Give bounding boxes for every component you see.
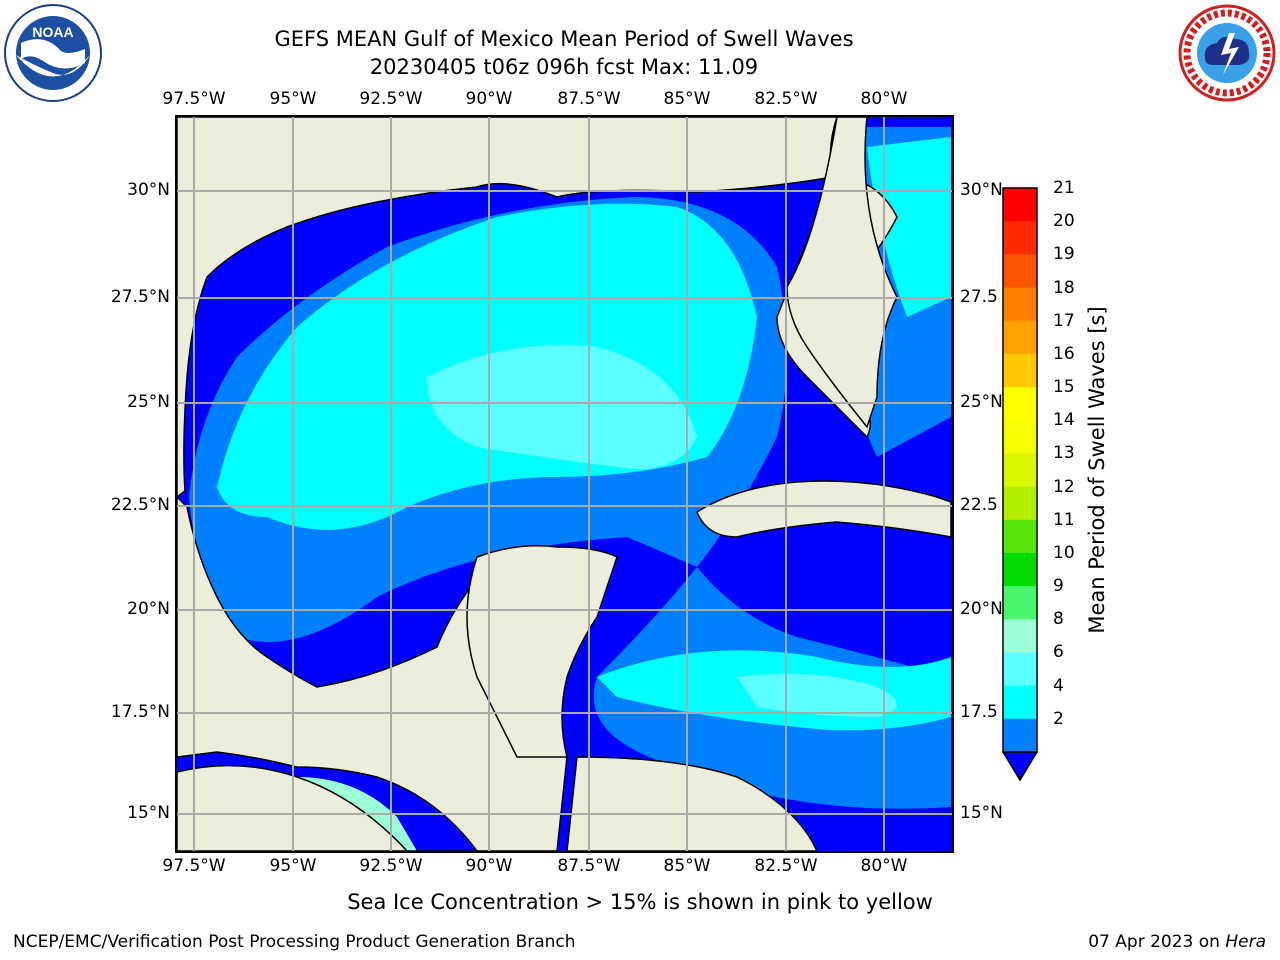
colorbar-swatch xyxy=(1003,353,1037,388)
colorbar-swatch xyxy=(1003,519,1037,554)
colorbar-tick-label: 2 xyxy=(1053,708,1064,729)
lon-tick-top: 90°W xyxy=(465,89,513,109)
lat-tick-right: 15°N xyxy=(960,803,1003,823)
lat-tick-left: 25°N xyxy=(127,392,170,412)
lon-tick-top: 82.5°W xyxy=(754,89,818,109)
colorbar-swatch xyxy=(1003,552,1037,587)
colorbar-tick-label: 4 xyxy=(1053,675,1064,696)
land-yucatan xyxy=(466,545,618,758)
land-cuba xyxy=(696,480,952,538)
lat-tick-right: 30°N xyxy=(960,180,1003,200)
colorbar-swatch xyxy=(1003,453,1037,488)
colorbar-swatch xyxy=(1003,652,1037,687)
land-central-america xyxy=(566,756,818,851)
lat-tick-right: 20°N xyxy=(960,599,1003,619)
lon-tick-top: 87.5°W xyxy=(557,89,621,109)
colorbar-swatch xyxy=(1003,320,1037,355)
lon-tick-bottom: 92.5°W xyxy=(359,856,423,876)
footer-date: 07 Apr 2023 on Hera xyxy=(1088,932,1266,952)
land-florida-peninsula xyxy=(786,117,898,429)
footer-machine: Hera xyxy=(1225,932,1266,952)
colorbar-tick-label: 13 xyxy=(1053,443,1075,464)
colorbar-tick-label: 18 xyxy=(1053,277,1075,298)
colorbar-tick-label: 6 xyxy=(1053,642,1064,663)
colorbar xyxy=(1001,187,1039,782)
lat-tick-right: 17.5 xyxy=(960,702,998,722)
colorbar-tick-label: 15 xyxy=(1053,377,1075,398)
colorbar-extend-arrow xyxy=(1001,751,1039,782)
swell-band-6-8 xyxy=(737,673,897,717)
colorbar-swatch xyxy=(1003,287,1037,322)
lon-tick-top: 95°W xyxy=(269,89,317,109)
lat-tick-left: 17.5°N xyxy=(110,702,170,722)
noaa-logo-text: NOAA xyxy=(32,24,73,40)
colorbar-swatch xyxy=(1003,420,1037,454)
map-canvas xyxy=(177,117,952,851)
nws-logo xyxy=(1178,4,1276,102)
lat-tick-left: 30°N xyxy=(127,180,170,200)
map-panel xyxy=(175,115,954,853)
noaa-logo: NOAA xyxy=(4,4,102,102)
chart-title: GEFS MEAN Gulf of Mexico Mean Period of … xyxy=(274,27,854,51)
lat-tick-left: 15°N xyxy=(127,803,170,823)
lon-tick-top: 97.5°W xyxy=(162,89,226,109)
colorbar-swatch xyxy=(1003,586,1037,620)
colorbar-tick-label: 10 xyxy=(1053,542,1075,563)
land-united-states xyxy=(177,117,838,498)
lon-tick-top: 92.5°W xyxy=(359,89,423,109)
lat-tick-right: 22.5 xyxy=(960,495,998,515)
lon-tick-bottom: 82.5°W xyxy=(754,856,818,876)
colorbar-tick-label: 12 xyxy=(1053,476,1075,497)
footer-credit: NCEP/EMC/Verification Post Processing Pr… xyxy=(13,932,576,952)
colorbar-tick-label: 20 xyxy=(1053,211,1075,232)
footer-date-text: 07 Apr 2023 on xyxy=(1088,932,1226,952)
lon-tick-top: 80°W xyxy=(860,89,908,109)
colorbar-swatch xyxy=(1003,387,1037,421)
colorbar-tick-label: 17 xyxy=(1053,310,1075,331)
lon-tick-top: 85°W xyxy=(663,89,711,109)
colorbar-swatch xyxy=(1003,188,1037,222)
lon-tick-bottom: 85°W xyxy=(663,856,711,876)
lat-tick-left: 27.5°N xyxy=(110,287,170,307)
colorbar-tick-label: 11 xyxy=(1053,509,1075,530)
lat-tick-left: 22.5°N xyxy=(110,495,170,515)
colorbar-swatch xyxy=(1003,685,1037,720)
colorbar-swatch xyxy=(1003,619,1037,653)
swell-band-4-6 xyxy=(867,137,951,317)
lon-tick-bottom: 90°W xyxy=(465,856,513,876)
lon-tick-bottom: 97.5°W xyxy=(162,856,226,876)
colorbar-title: Mean Period of Swell Waves [s] xyxy=(1085,306,1109,634)
swell-band-6-8 xyxy=(427,345,697,469)
chart-subtitle: 20230405 t06z 096h fcst Max: 11.09 xyxy=(369,55,759,79)
colorbar-outline xyxy=(1002,187,1038,753)
lon-tick-bottom: 95°W xyxy=(269,856,317,876)
colorbar-tick-label: 16 xyxy=(1053,343,1075,364)
colorbar-tick-label: 14 xyxy=(1053,410,1075,431)
colorbar-tick-label: 9 xyxy=(1053,576,1064,597)
colorbar-swatch xyxy=(1003,254,1037,289)
colorbar-tick-label: 8 xyxy=(1053,609,1064,630)
graticule xyxy=(177,117,952,851)
lat-tick-left: 20°N xyxy=(127,599,170,619)
colorbar-tick-label: 19 xyxy=(1053,244,1075,265)
lon-tick-bottom: 87.5°W xyxy=(557,856,621,876)
lon-tick-bottom: 80°W xyxy=(860,856,908,876)
lat-tick-right: 27.5 xyxy=(960,287,998,307)
colorbar-swatch xyxy=(1003,718,1037,753)
colorbar-swatch xyxy=(1003,486,1037,521)
sea-ice-note: Sea Ice Concentration > 15% is shown in … xyxy=(347,890,933,914)
colorbar-tick-label: 21 xyxy=(1053,178,1075,198)
lat-tick-right: 25°N xyxy=(960,392,1003,412)
colorbar-swatch xyxy=(1003,221,1037,255)
